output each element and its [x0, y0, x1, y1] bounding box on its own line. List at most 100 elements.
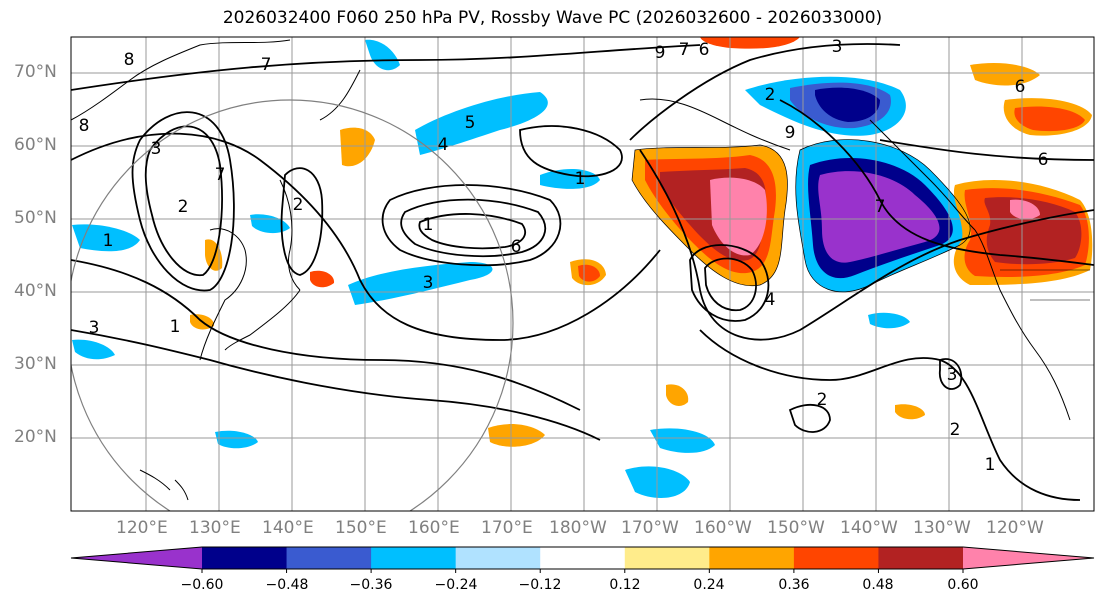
state-borders	[1000, 269, 1090, 301]
contour-jet-wave	[71, 132, 661, 341]
contour-ring-4	[381, 184, 562, 267]
lat-label-70n: 70°N	[14, 62, 57, 82]
neg-anomaly-aleutian-band	[415, 92, 548, 155]
contour-label-5a: 5	[465, 113, 476, 133]
pos-anomaly-small-4	[666, 384, 689, 406]
contour-label-6c: 6	[1038, 150, 1049, 170]
coastline-philippines	[139, 469, 189, 501]
lon-label-180w: 180°W	[549, 518, 607, 538]
contour-3-loop	[938, 358, 963, 390]
contour-trough-2	[704, 257, 757, 312]
contour-ring-3	[280, 167, 324, 276]
colorbar-label-7: 0.36	[778, 577, 810, 593]
neg-anomaly-ne-pacific-core	[818, 171, 940, 263]
lat-label-40n: 40°N	[14, 281, 57, 301]
colorbar-label-4: −0.12	[518, 577, 562, 593]
colorbar-cells	[202, 547, 964, 569]
pos-anomaly-gulf-core	[710, 177, 767, 256]
contour-ring-2	[144, 125, 223, 276]
colorbar-cell-0	[202, 547, 288, 569]
colorbar-extend-right	[963, 547, 1094, 569]
contour-label-4a: 4	[438, 135, 449, 155]
lon-label-140w: 140°W	[840, 518, 898, 538]
contour-label-3d: 3	[832, 37, 843, 57]
pv-anomaly-fills	[72, 37, 1093, 498]
contour-label-9b: 9	[785, 123, 796, 143]
lat-label-60n: 60°N	[14, 135, 57, 155]
contour-7	[779, 99, 1094, 266]
pos-anomaly-small-3	[895, 404, 925, 420]
contour-label-3e: 3	[947, 365, 958, 385]
lon-label-160e: 160°E	[408, 518, 460, 538]
pos-anomaly-small-6	[310, 270, 335, 288]
lon-label-130w: 130°W	[913, 518, 971, 538]
lon-label-120e: 120°E	[116, 518, 168, 538]
coastline-bc	[869, 119, 976, 231]
coastline-alaska-south	[639, 98, 791, 151]
map-title: 2026032400 F060 250 hPa PV, Rossby Wave …	[222, 8, 883, 28]
contour-label-6d: 6	[1015, 77, 1026, 97]
neg-anomaly-west-south	[72, 339, 115, 360]
colorbar-cell-1	[286, 547, 372, 569]
lat-label-30n: 30°N	[14, 354, 57, 374]
neg-anomaly-alaska-core	[815, 87, 880, 122]
colorbar-cell-8	[878, 547, 964, 569]
colorbar-cell-6	[709, 547, 795, 569]
contour-label-3b: 3	[89, 318, 100, 338]
contour-1-loop	[519, 125, 623, 178]
colorbar-ticks	[201, 569, 964, 573]
contour-3-south	[71, 259, 581, 411]
lon-label-130e: 130°E	[189, 518, 241, 538]
contour-label-7c: 7	[679, 40, 690, 60]
neg-anomaly-small-1	[540, 168, 600, 189]
contour-2-south	[71, 329, 601, 441]
coastline-kamchatka	[319, 69, 361, 121]
contour-label-2c: 2	[765, 85, 776, 105]
lon-label-150e: 150°E	[335, 518, 387, 538]
lon-label-170e: 170°E	[481, 518, 533, 538]
colorbar-cell-7	[793, 547, 879, 569]
neg-anomaly-south-2	[650, 428, 715, 453]
pos-anomaly-north-edge	[700, 37, 800, 49]
colorbar-label-1: −0.48	[265, 577, 309, 593]
lon-label-160w: 160°W	[694, 518, 752, 538]
colorbar-label-2: −0.36	[349, 577, 393, 593]
colorbar-cell-3	[455, 547, 541, 569]
contour-6-east	[879, 139, 1094, 161]
coastline-siberia	[71, 39, 291, 121]
contour-3-north	[629, 43, 901, 141]
coastline-japan	[224, 289, 301, 351]
contour-ridge-1	[639, 149, 1094, 341]
contour-label-8b: 8	[79, 116, 90, 136]
colorbar-cell-5	[624, 547, 710, 569]
contour-label-1a: 1	[103, 231, 114, 251]
lon-label-170w: 170°W	[621, 518, 679, 538]
contour-label-1b: 1	[170, 317, 181, 337]
pos-anomaly-small-2	[340, 127, 375, 167]
pos-anomaly-south-1	[488, 424, 545, 447]
pv-contours	[71, 43, 1094, 501]
contour-label-9a: 9	[655, 43, 666, 63]
contour-ring-5	[400, 198, 547, 258]
colorbar-label-6: 0.24	[693, 577, 725, 593]
lon-label-150w: 150°W	[767, 518, 825, 538]
coastline-sakhalin	[279, 179, 301, 291]
pv-anomaly-outlines	[631, 139, 971, 293]
contour-ring-6	[418, 213, 527, 250]
neg-anomaly-south-3	[215, 430, 258, 449]
contour-label-1e: 1	[985, 455, 996, 475]
pos-anomaly-northeast-1-core	[1014, 106, 1085, 132]
lon-label-120w: 120°W	[986, 518, 1044, 538]
contour-label-6a: 6	[511, 237, 522, 257]
contour-label-2e: 2	[817, 390, 828, 410]
lon-label-140e: 140°E	[262, 518, 314, 538]
neg-anomaly-small-3	[868, 312, 910, 329]
reference-circle	[71, 99, 514, 511]
contour-label-2d: 2	[950, 420, 961, 440]
pos-anomaly-nw-america-inner	[984, 197, 1082, 265]
contour-label-3c: 3	[423, 273, 434, 293]
plot-frame	[70, 36, 1095, 512]
pos-anomaly-nw-america-core	[1010, 199, 1040, 220]
colorbar-label-9: 0.60	[947, 577, 979, 593]
contour-label-4b: 4	[765, 290, 776, 310]
